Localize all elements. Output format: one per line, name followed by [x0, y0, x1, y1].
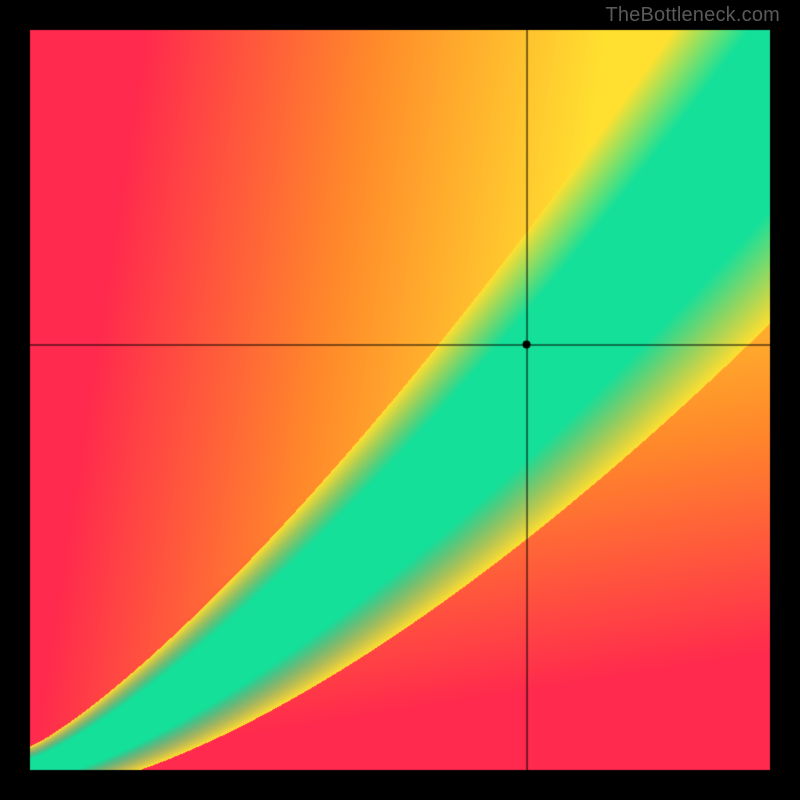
heatmap-canvas [0, 0, 800, 800]
watermark-text: TheBottleneck.com [605, 4, 780, 27]
chart-container: TheBottleneck.com [0, 0, 800, 800]
